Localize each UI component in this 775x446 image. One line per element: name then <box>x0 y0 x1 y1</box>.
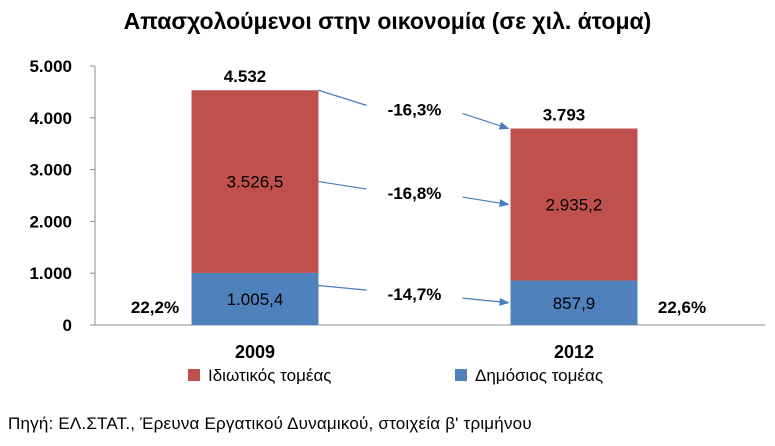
change-arrow-public <box>462 297 510 306</box>
change-arrow-total <box>462 112 510 130</box>
y-tick-label: 4.000 <box>29 109 72 128</box>
public-share-label-2012: 22,6% <box>658 298 706 317</box>
change-label-total: -16,3% <box>388 100 442 119</box>
y-tick-label: 0 <box>63 316 72 335</box>
y-tick-label: 5.000 <box>29 57 72 76</box>
change-arrow-public-start <box>318 284 367 291</box>
data-label-public-2009: 1.005,4 <box>227 290 284 309</box>
bar-private-2009 <box>191 90 319 273</box>
total-label-2009: 4.532 <box>224 67 267 86</box>
change-arrow-private-start <box>318 180 367 190</box>
y-tick-label: 1.000 <box>29 264 72 283</box>
data-label-private-2012: 2.935,2 <box>546 196 603 215</box>
public-share-label-2009: 22,2% <box>131 298 179 317</box>
legend-public-swatch <box>455 369 467 381</box>
legend-public-label: Δημόσιος τομέας <box>475 366 603 385</box>
chart-title: Απασχολούμενοι στην οικονομία (σε χιλ. ά… <box>123 8 652 34</box>
change-arrow-private <box>462 196 510 208</box>
bar-public-2009 <box>191 272 319 325</box>
y-tick-label: 2.000 <box>29 212 72 231</box>
data-label-public-2012: 857,9 <box>553 294 596 313</box>
bar-public-2012 <box>510 280 638 325</box>
x-tick-label-2009: 2009 <box>235 342 275 362</box>
legend-private-label: Ιδιωτικός τομέας <box>208 366 331 385</box>
bar-private-2012 <box>510 128 638 281</box>
data-label-private-2009: 3.526,5 <box>227 173 284 192</box>
x-tick-label-2012: 2012 <box>554 342 594 362</box>
source-note: Πηγή: ΕΛ.ΣΤΑΤ., Έρευνα Εργατικού Δυναμικ… <box>8 414 532 433</box>
change-label-public: -14,7% <box>388 285 442 304</box>
change-label-private: -16,8% <box>388 184 442 203</box>
legend-private-swatch <box>188 369 200 381</box>
change-arrow-total-start <box>318 89 367 106</box>
y-tick-label: 3.000 <box>29 161 72 180</box>
total-label-2012: 3.793 <box>543 106 586 125</box>
